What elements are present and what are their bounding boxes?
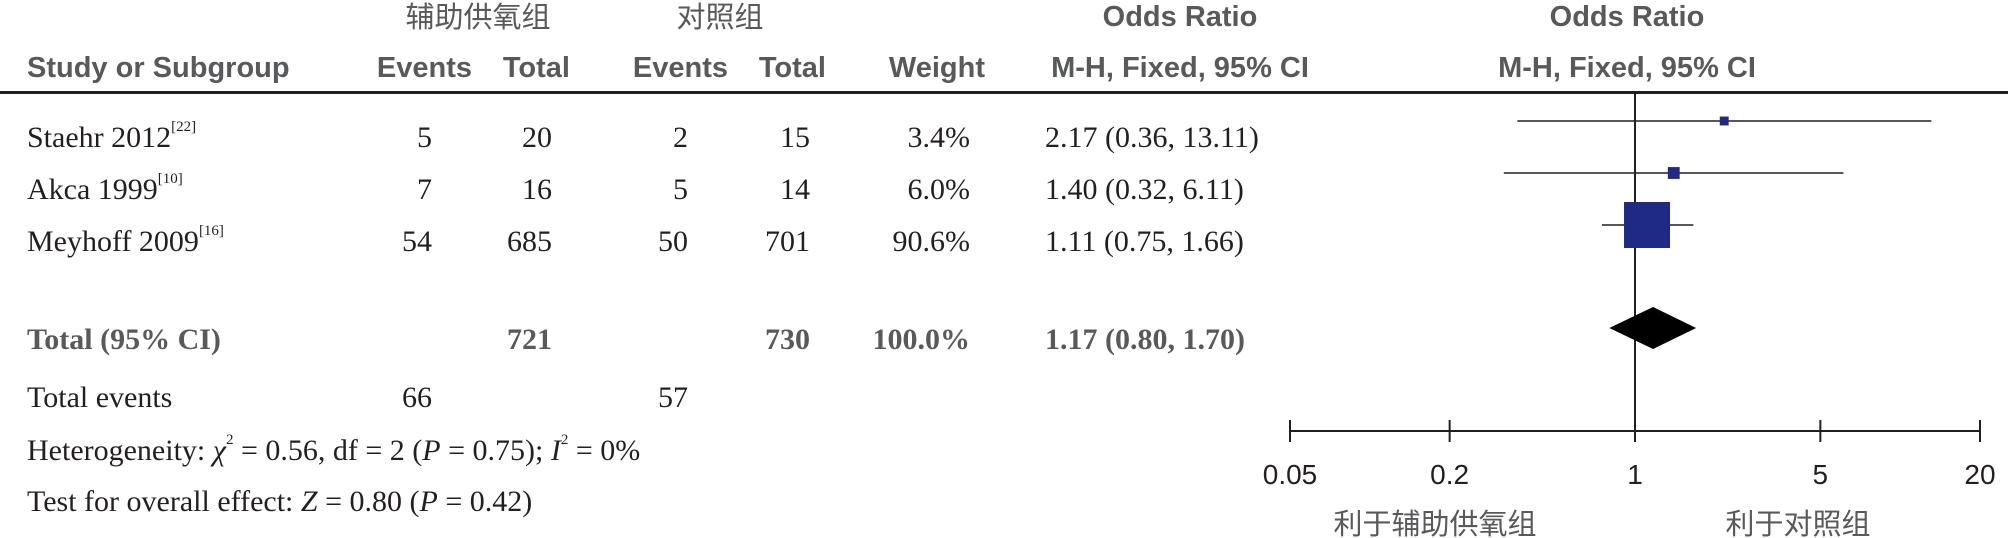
favours-right-label: 利于对照组	[1725, 507, 1870, 538]
x-tick-label: 0.2	[1430, 459, 1469, 490]
study-name: Akca 1999[10]	[27, 171, 183, 206]
heterogeneity-stat: Heterogeneity: χ2 = 0.56, df = 2 (P = 0.…	[27, 432, 641, 467]
ctl-events-header: Events	[632, 52, 728, 84]
ctl-events-cell: 2	[673, 121, 688, 154]
pooled-or-ci: 1.17 (0.80, 1.70)	[1045, 323, 1245, 356]
plot-title: Odds Ratio	[1549, 1, 1705, 33]
exp-total-cell: 685	[507, 225, 552, 258]
exp-total-events: 66	[402, 381, 432, 414]
total-label: Total (95% CI)	[27, 323, 221, 356]
x-tick-label: 1	[1627, 459, 1643, 490]
exp-total-header: Total	[502, 52, 570, 84]
ctl-total-cell: 15	[780, 121, 810, 154]
ctl-events-cell: 50	[658, 225, 688, 258]
weight-header: Weight	[888, 52, 985, 84]
header-rule	[0, 91, 2008, 94]
pooled-diamond	[1609, 307, 1697, 349]
or-ci-cell: 1.11 (0.75, 1.66)	[1045, 225, 1244, 258]
weight-cell: 90.6%	[892, 225, 971, 258]
ctl-total-cell: 14	[780, 173, 810, 206]
exp-events-header: Events	[376, 52, 472, 84]
ctl-total-header: Total	[758, 52, 826, 84]
study-name: Meyhoff 2009[16]	[27, 223, 224, 258]
group-experimental-header: 辅助供氧组	[405, 0, 551, 34]
or-ci-cell: 1.40 (0.32, 6.11)	[1045, 173, 1244, 206]
overall-effect-test: Test for overall effect: Z = 0.80 (P = 0…	[27, 485, 533, 518]
exp-events-cell: 7	[417, 173, 432, 206]
or-method-header: M-H, Fixed, 95% CI	[1051, 52, 1309, 84]
total-events-label: Total events	[27, 381, 173, 414]
exp-events-cell: 54	[402, 225, 432, 258]
exp-grand-total: 721	[507, 323, 552, 356]
ctl-events-cell: 5	[673, 173, 688, 206]
group-control-header: 对照组	[676, 0, 764, 34]
study-column-header: Study or Subgroup	[27, 52, 290, 84]
favours-left-label: 利于辅助供氧组	[1333, 507, 1536, 538]
study-square	[1719, 116, 1729, 126]
study-square	[1667, 167, 1680, 179]
study-name: Staehr 2012[22]	[27, 119, 197, 154]
study-square	[1624, 202, 1671, 248]
x-tick-label: 0.05	[1263, 459, 1318, 490]
ctl-grand-total: 730	[765, 323, 810, 356]
exp-total-cell: 20	[522, 121, 552, 154]
total-weight: 100.0%	[872, 323, 971, 356]
exp-total-cell: 16	[522, 173, 552, 206]
ctl-total-events: 57	[658, 381, 688, 414]
x-tick-label: 20	[1964, 459, 1995, 490]
x-tick-label: 5	[1813, 459, 1829, 490]
plot-method-header: M-H, Fixed, 95% CI	[1498, 52, 1756, 84]
exp-events-cell: 5	[417, 121, 432, 154]
or-column-title: Odds Ratio	[1102, 1, 1258, 33]
weight-cell: 6.0%	[907, 173, 971, 206]
weight-cell: 3.4%	[907, 121, 971, 154]
ctl-total-cell: 701	[765, 225, 810, 258]
or-ci-cell: 2.17 (0.36, 13.11)	[1045, 121, 1259, 154]
